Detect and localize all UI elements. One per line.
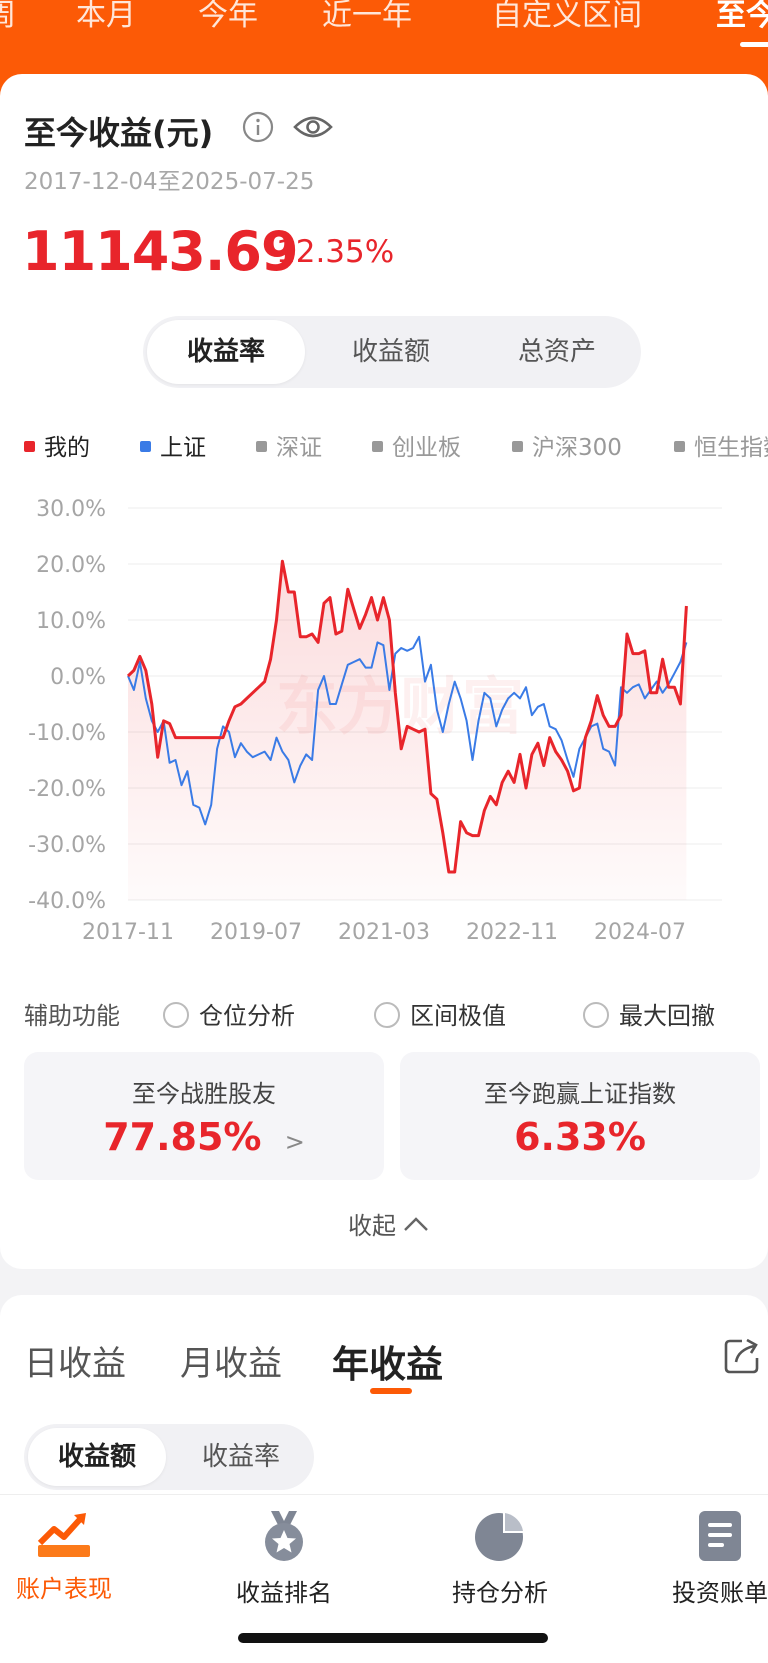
beat-peers-value-row: 77.85% > bbox=[24, 1115, 384, 1159]
radio-icon bbox=[583, 1002, 609, 1028]
x-tick-label: 2024-07 bbox=[594, 920, 686, 945]
legend-shanghai[interactable]: 上证 bbox=[140, 428, 206, 462]
bill-icon bbox=[699, 1511, 741, 1561]
legend-chinext[interactable]: 创业板 bbox=[372, 428, 461, 462]
legend-swatch bbox=[512, 441, 523, 452]
legend-label: 上证 bbox=[160, 435, 206, 461]
legend-swatch bbox=[372, 441, 383, 452]
profit-amount: 11143.69 bbox=[22, 220, 299, 283]
tab-last-year[interactable]: 近一年 bbox=[322, 0, 412, 33]
series-line-mine bbox=[126, 559, 688, 874]
chart-mode-switch: 收益率 收益额 总资产 bbox=[143, 316, 641, 388]
legend-label: 沪深300 bbox=[532, 435, 622, 461]
tab-yearly-returns[interactable]: 年收益 bbox=[332, 1343, 443, 1386]
aux-option-position[interactable]: 仓位分析 bbox=[163, 996, 295, 1031]
home-indicator bbox=[238, 1633, 548, 1643]
legend-label: 创业板 bbox=[392, 435, 461, 461]
nav-account-performance[interactable]: 账户表现 bbox=[0, 1509, 154, 1604]
aux-label: 辅助功能 bbox=[24, 1002, 120, 1030]
nav-label: 持仓分析 bbox=[452, 1579, 548, 1607]
y-tick-label: -40.0% bbox=[28, 889, 106, 914]
tab-since-start[interactable]: 至今 bbox=[716, 0, 768, 33]
legend-swatch bbox=[256, 441, 267, 452]
profit-title: 至今收益(元) bbox=[24, 114, 214, 152]
y-tick-label: 30.0% bbox=[36, 497, 106, 522]
tab-daily-returns[interactable]: 日收益 bbox=[24, 1344, 126, 1384]
date-range: 2017-12-04至2025-07-25 bbox=[24, 169, 315, 195]
beat-peers-value: 77.85% bbox=[103, 1115, 262, 1159]
y-tick-label: -10.0% bbox=[28, 721, 106, 746]
x-tick-label: 2017-11 bbox=[82, 920, 174, 945]
legend-swatch bbox=[140, 441, 151, 452]
y-tick-label: -30.0% bbox=[28, 833, 106, 858]
nav-label: 账户表现 bbox=[16, 1575, 112, 1603]
chart-trend-icon bbox=[37, 1513, 90, 1557]
legend-hang-seng[interactable]: 恒生指数 bbox=[674, 428, 768, 462]
y-tick-label: 10.0% bbox=[36, 609, 106, 634]
nav-position-analysis[interactable]: 持仓分析 bbox=[410, 1509, 590, 1608]
legend-label: 我的 bbox=[44, 435, 90, 461]
nav-profit-ranking[interactable]: 收益排名 bbox=[194, 1509, 374, 1608]
tab-rate[interactable]: 收益率 bbox=[201, 1442, 280, 1472]
aux-option-max-drawdown[interactable]: 最大回撤 bbox=[583, 996, 715, 1031]
medal-icon bbox=[265, 1511, 303, 1561]
aux-option-range-extremes[interactable]: 区间极值 bbox=[374, 996, 506, 1031]
beat-peers-title: 至今战胜股友 bbox=[132, 1080, 276, 1108]
active-tab-indicator bbox=[370, 1388, 412, 1394]
x-tick-label: 2019-07 bbox=[210, 920, 302, 945]
radio-icon bbox=[374, 1002, 400, 1028]
profit-percent: 12.35% bbox=[276, 234, 395, 270]
beat-index-box: 至今跑赢上证指数 6.33% bbox=[400, 1052, 760, 1180]
collapse-button[interactable]: 收起 bbox=[348, 1206, 430, 1241]
nav-label: 收益排名 bbox=[236, 1579, 332, 1607]
radio-icon bbox=[163, 1002, 189, 1028]
info-icon[interactable] bbox=[242, 111, 274, 143]
pie-chart-icon bbox=[475, 1511, 525, 1561]
chevron-up-icon bbox=[404, 1217, 428, 1231]
tab-return-rate[interactable]: 收益率 bbox=[147, 320, 305, 384]
y-tick-label: 0.0% bbox=[50, 665, 106, 690]
x-tick-label: 2021-03 bbox=[338, 920, 430, 945]
tab-custom-range[interactable]: 自定义区间 bbox=[492, 0, 642, 33]
chevron-right-icon: > bbox=[284, 1128, 305, 1156]
legend-csi300[interactable]: 沪深300 bbox=[512, 428, 622, 462]
legend-shenzhen[interactable]: 深证 bbox=[256, 428, 322, 462]
nav-investment-bill[interactable]: 投资账单 bbox=[630, 1509, 768, 1608]
tab-total-assets[interactable]: 总资产 bbox=[517, 337, 596, 367]
tab-amount[interactable]: 收益额 bbox=[28, 1428, 166, 1486]
beat-peers-box[interactable]: 至今战胜股友 77.85% > bbox=[24, 1052, 384, 1180]
beat-index-title: 至今跑赢上证指数 bbox=[484, 1080, 676, 1108]
tab-monthly-returns[interactable]: 月收益 bbox=[180, 1344, 282, 1384]
return-rate-chart[interactable]: 30.0% 20.0% 10.0% 0.0% -10.0% -20.0% -30.0% -40… bbox=[0, 490, 768, 950]
legend-swatch bbox=[24, 441, 35, 452]
returns-mode-switch: 收益额 收益率 bbox=[24, 1424, 314, 1490]
legend-mine[interactable]: 我的 bbox=[24, 428, 90, 462]
beat-index-value: 6.33% bbox=[514, 1115, 646, 1159]
legend-swatch bbox=[674, 441, 685, 452]
nav-label: 投资账单 bbox=[672, 1579, 768, 1607]
tab-return-amount[interactable]: 收益额 bbox=[351, 337, 430, 367]
y-tick-label: 20.0% bbox=[36, 553, 106, 578]
active-tab-underline bbox=[740, 42, 768, 47]
tab-this-year[interactable]: 今年 bbox=[198, 0, 258, 33]
aux-option-label: 最大回撤 bbox=[619, 1002, 715, 1030]
series-line-shanghai bbox=[127, 635, 688, 826]
collapse-label: 收起 bbox=[348, 1212, 396, 1240]
tab-week[interactable]: 周 bbox=[0, 0, 16, 33]
share-icon[interactable] bbox=[722, 1336, 762, 1376]
legend-label: 恒生指数 bbox=[694, 435, 768, 461]
y-tick-label: -20.0% bbox=[28, 777, 106, 802]
aux-option-label: 区间极值 bbox=[410, 1002, 506, 1030]
eye-icon[interactable] bbox=[292, 111, 334, 143]
tab-this-month[interactable]: 本月 bbox=[76, 0, 136, 33]
legend-label: 深证 bbox=[276, 435, 322, 461]
aux-option-label: 仓位分析 bbox=[199, 1002, 295, 1030]
x-tick-label: 2022-11 bbox=[466, 920, 558, 945]
